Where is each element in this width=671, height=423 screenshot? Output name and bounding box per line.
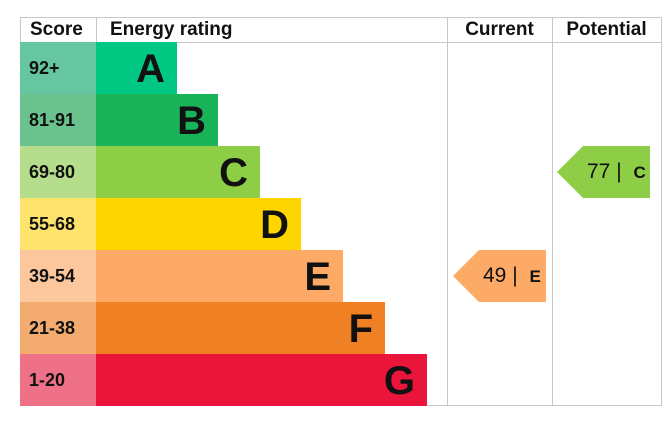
rating-bar-d: D [96, 198, 301, 250]
header-current: Current [465, 19, 534, 40]
grid-line [552, 17, 553, 406]
potential-rating-arrow: 77 | C [557, 146, 650, 198]
score-range-f: 21-38 [20, 302, 96, 354]
score-range-e: 39-54 [20, 250, 96, 302]
grid-line [661, 17, 662, 406]
score-range-d: 55-68 [20, 198, 96, 250]
rating-bar-e: E [96, 250, 343, 302]
rating-bar-a: A [96, 42, 177, 94]
rating-bar-g: G [96, 354, 427, 406]
header-potential: Potential [566, 19, 647, 40]
grid-line [96, 17, 97, 42]
current-letter: E [529, 267, 541, 286]
current-rating-arrow: 49 | E [453, 250, 546, 302]
rating-bar-c: C [96, 146, 260, 198]
grid-line [447, 17, 448, 406]
grid-line [20, 42, 661, 43]
grid-line [20, 17, 661, 18]
score-range-c: 69-80 [20, 146, 96, 198]
potential-value: 77 [587, 160, 611, 183]
score-range-a: 92+ [20, 42, 96, 94]
rating-bar-b: B [96, 94, 218, 146]
potential-letter: C [633, 163, 646, 182]
header-energy-rating: Energy rating [110, 19, 233, 40]
current-value: 49 [483, 264, 507, 287]
score-range-b: 81-91 [20, 94, 96, 146]
score-range-g: 1-20 [20, 354, 96, 406]
header-score: Score [30, 19, 83, 40]
rating-bar-f: F [96, 302, 385, 354]
